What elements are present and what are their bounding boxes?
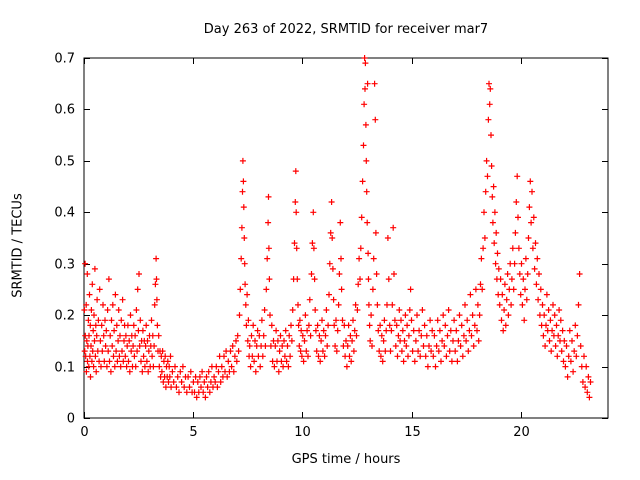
x-tick-label: 15 [404,425,421,440]
y-tick-label: 0.3 [54,258,75,273]
y-tick-label: 0.5 [54,155,75,170]
chart-title: Day 263 of 2022, SRMTID for receiver mar… [203,22,489,37]
y-tick-label: 0 [67,412,75,427]
x-tick-label: 10 [294,425,311,440]
x-tick-label: 5 [189,425,197,440]
x-tick-label: 20 [513,425,530,440]
y-axis-label: SRMTID / TECUs [10,193,26,298]
plot-border [83,57,609,419]
y-tick-label: 0.6 [54,103,75,118]
y-tick-label: 0.7 [54,52,75,67]
scatter-points [81,55,594,401]
axis-ticks [84,58,608,419]
y-tick-label: 0.2 [54,309,75,324]
y-tick-label: 0.1 [54,361,75,376]
x-axis-label: GPS time / hours [291,452,401,467]
x-tick-label: 0 [80,425,88,440]
y-tick-label: 0.4 [54,206,75,221]
